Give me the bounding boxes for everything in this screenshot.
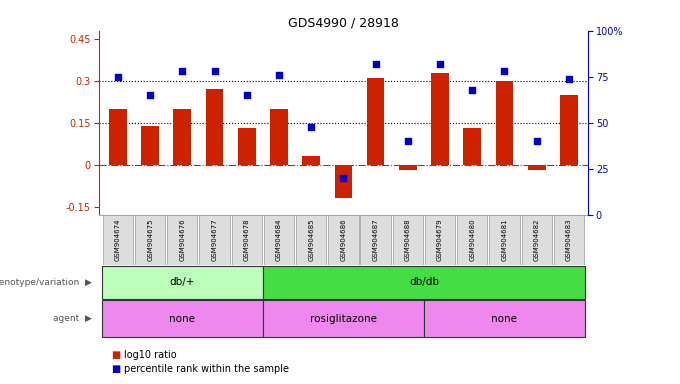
- Point: [209, 68, 220, 74]
- Bar: [335, 165, 352, 198]
- Text: GSM904674: GSM904674: [115, 219, 121, 261]
- Bar: [328, 215, 358, 265]
- Text: agent  ▶: agent ▶: [53, 314, 92, 323]
- Bar: [263, 300, 424, 337]
- Bar: [457, 215, 488, 265]
- Text: GSM904678: GSM904678: [243, 218, 250, 262]
- Bar: [199, 215, 230, 265]
- Point: [403, 138, 413, 144]
- Point: [273, 72, 284, 78]
- Bar: [424, 300, 585, 337]
- Text: none: none: [169, 314, 195, 324]
- Point: [499, 68, 510, 74]
- Bar: [528, 165, 545, 170]
- Bar: [135, 215, 165, 265]
- Point: [466, 87, 477, 93]
- Point: [241, 92, 252, 98]
- Text: GSM904688: GSM904688: [405, 218, 411, 262]
- Bar: [232, 215, 262, 265]
- Bar: [425, 215, 455, 265]
- Text: GSM904675: GSM904675: [147, 219, 153, 261]
- Bar: [360, 215, 391, 265]
- Bar: [431, 73, 449, 165]
- Bar: [496, 81, 513, 165]
- Bar: [392, 215, 423, 265]
- Text: GSM904683: GSM904683: [566, 218, 572, 262]
- Bar: [173, 109, 191, 165]
- Text: GSM904680: GSM904680: [469, 218, 475, 262]
- Text: GSM904685: GSM904685: [308, 219, 314, 261]
- Text: percentile rank within the sample: percentile rank within the sample: [124, 364, 290, 374]
- Point: [145, 92, 156, 98]
- Point: [306, 124, 317, 130]
- Bar: [270, 109, 288, 165]
- Text: GSM904682: GSM904682: [534, 219, 540, 261]
- Bar: [264, 215, 294, 265]
- Text: log10 ratio: log10 ratio: [124, 350, 177, 360]
- Text: GSM904679: GSM904679: [437, 218, 443, 262]
- Point: [564, 76, 575, 82]
- Bar: [490, 215, 520, 265]
- Bar: [109, 109, 126, 165]
- Text: GSM904684: GSM904684: [276, 219, 282, 261]
- Bar: [463, 129, 481, 165]
- Text: GSM904676: GSM904676: [180, 218, 186, 262]
- Bar: [102, 300, 263, 337]
- Bar: [103, 215, 133, 265]
- Text: none: none: [492, 314, 517, 324]
- Point: [338, 175, 349, 181]
- Text: GSM904687: GSM904687: [373, 218, 379, 262]
- Point: [112, 74, 123, 80]
- Bar: [522, 215, 551, 265]
- Text: GSM904686: GSM904686: [341, 218, 346, 262]
- Bar: [263, 266, 585, 299]
- Text: GSM904677: GSM904677: [211, 218, 218, 262]
- Bar: [554, 215, 584, 265]
- Text: GSM904681: GSM904681: [501, 218, 507, 262]
- Bar: [205, 89, 224, 165]
- Bar: [296, 215, 326, 265]
- Text: rosiglitazone: rosiglitazone: [310, 314, 377, 324]
- Text: genotype/variation  ▶: genotype/variation ▶: [0, 278, 92, 287]
- Point: [370, 61, 381, 67]
- Bar: [560, 95, 578, 165]
- Bar: [238, 129, 256, 165]
- Bar: [399, 165, 417, 170]
- Bar: [167, 215, 197, 265]
- Point: [177, 68, 188, 74]
- Text: db/db: db/db: [409, 277, 439, 287]
- Title: GDS4990 / 28918: GDS4990 / 28918: [288, 17, 399, 30]
- Point: [435, 61, 445, 67]
- Text: db/+: db/+: [169, 277, 195, 287]
- Bar: [141, 126, 159, 165]
- Point: [531, 138, 542, 144]
- Bar: [102, 266, 263, 299]
- Bar: [303, 156, 320, 165]
- Text: ■: ■: [112, 364, 124, 374]
- Text: ■: ■: [112, 350, 124, 360]
- Bar: [367, 78, 384, 165]
